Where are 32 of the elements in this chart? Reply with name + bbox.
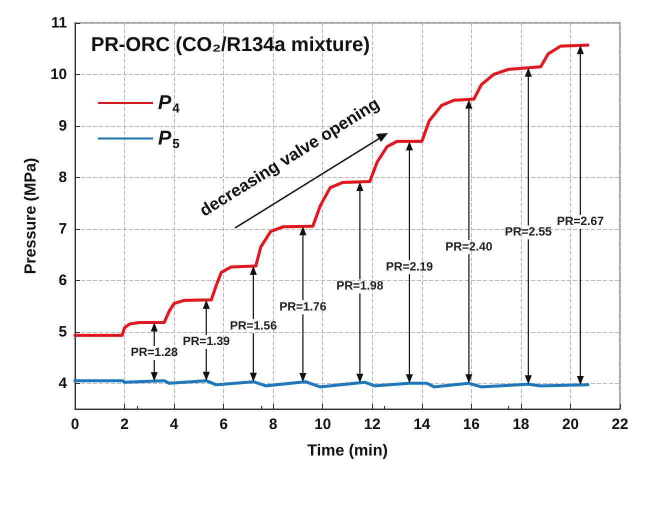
- x-tick-label: 22: [612, 416, 628, 433]
- annotation: PR=1.56: [230, 318, 278, 332]
- x-tick-label: 8: [269, 416, 278, 433]
- x-tick-label: 20: [562, 416, 579, 433]
- y-axis-title: Pressure (MPa): [22, 158, 40, 274]
- y-tick-label: 9: [58, 117, 67, 134]
- x-axis-title: Time (min): [307, 442, 388, 460]
- x-tick-label: 4: [170, 416, 179, 433]
- y-tick-label: 10: [50, 66, 67, 83]
- annotation: PR=2.55: [504, 224, 552, 239]
- x-tick-label: 12: [364, 416, 381, 433]
- y-tick-label: 7: [58, 220, 67, 238]
- y-tick-label: 4: [58, 374, 68, 392]
- x-tick-label: 10: [314, 416, 332, 433]
- annotation: PR=2.67: [556, 214, 604, 228]
- annotation: PR=2.40: [445, 239, 493, 254]
- y-tick-label: 5: [58, 323, 67, 340]
- x-tick-label: 2: [120, 416, 129, 433]
- text: PR-ORC (CO₂/R134a mixture): [91, 34, 370, 56]
- x-tick-label: 0: [70, 416, 80, 433]
- y-tick-label: 6: [58, 272, 67, 289]
- x-tick-label: 6: [219, 416, 228, 433]
- x-tick-label: 16: [463, 416, 480, 433]
- y-tick-label: 11: [51, 14, 67, 32]
- annotation: PR=1.98: [336, 278, 384, 293]
- x-tick-label: 14: [413, 416, 431, 433]
- annotation: PR=1.28: [130, 345, 178, 360]
- annotation: PR=1.39: [182, 334, 230, 348]
- y-tick-label: 8: [58, 168, 67, 186]
- x-tick-label: 18: [512, 416, 530, 433]
- annotation: PR=2.19: [386, 259, 434, 274]
- annotation: PR=1.76: [279, 299, 327, 314]
